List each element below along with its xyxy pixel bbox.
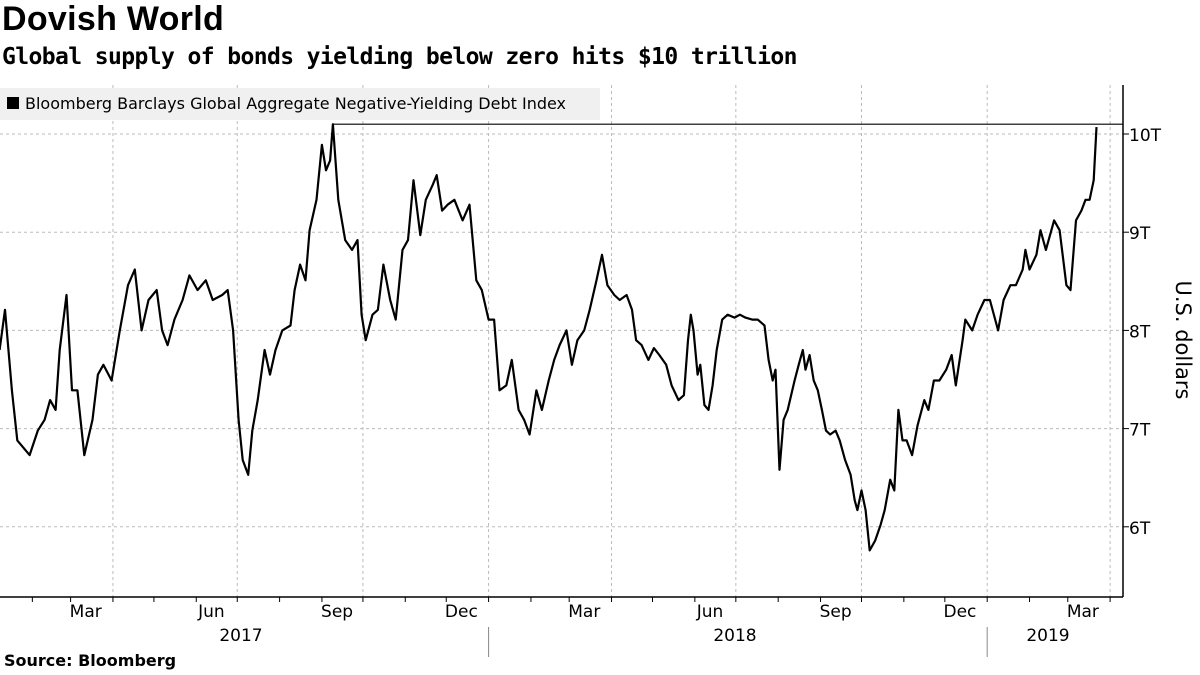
x-tick-label: Mar: [70, 602, 102, 622]
x-tick-label: Sep: [321, 602, 353, 622]
source-note: Source: Bloomberg: [4, 651, 177, 670]
gridlines: [0, 85, 1123, 597]
x-tick-label: Mar: [1067, 602, 1099, 622]
year-label: 2017: [219, 626, 262, 646]
y-tick-label: 6T: [1129, 519, 1151, 539]
chart-title: Dovish World: [2, 0, 225, 38]
year-label: 2019: [1026, 626, 1069, 646]
x-tick-label: Mar: [568, 602, 600, 622]
legend-swatch: [7, 97, 19, 109]
y-tick-label: 7T: [1129, 421, 1151, 441]
x-tick-label: Jun: [197, 602, 225, 622]
y-tick-label: 10T: [1129, 126, 1162, 146]
year-label: 2018: [713, 626, 756, 646]
x-tick-label: Sep: [820, 602, 852, 622]
legend-background: [0, 88, 600, 120]
x-tick-label: Dec: [944, 602, 977, 622]
x-tick-label: Jun: [696, 602, 724, 622]
y-tick-label: 9T: [1129, 224, 1151, 244]
legend-label: Bloomberg Barclays Global Aggregate Nega…: [25, 94, 566, 113]
x-tick-label: Dec: [445, 602, 478, 622]
series-line: [0, 123, 1098, 552]
axes: 6T 7T 8T 9T 10T Mar Jun Sep Dec Mar Jun Sep Dec Mar 20…: [0, 85, 1162, 657]
y-axis-label: U.S. dollars: [1171, 280, 1195, 399]
y-tick-label: 8T: [1129, 322, 1151, 342]
chart-subtitle: Global supply of bonds yielding below ze…: [2, 44, 797, 70]
